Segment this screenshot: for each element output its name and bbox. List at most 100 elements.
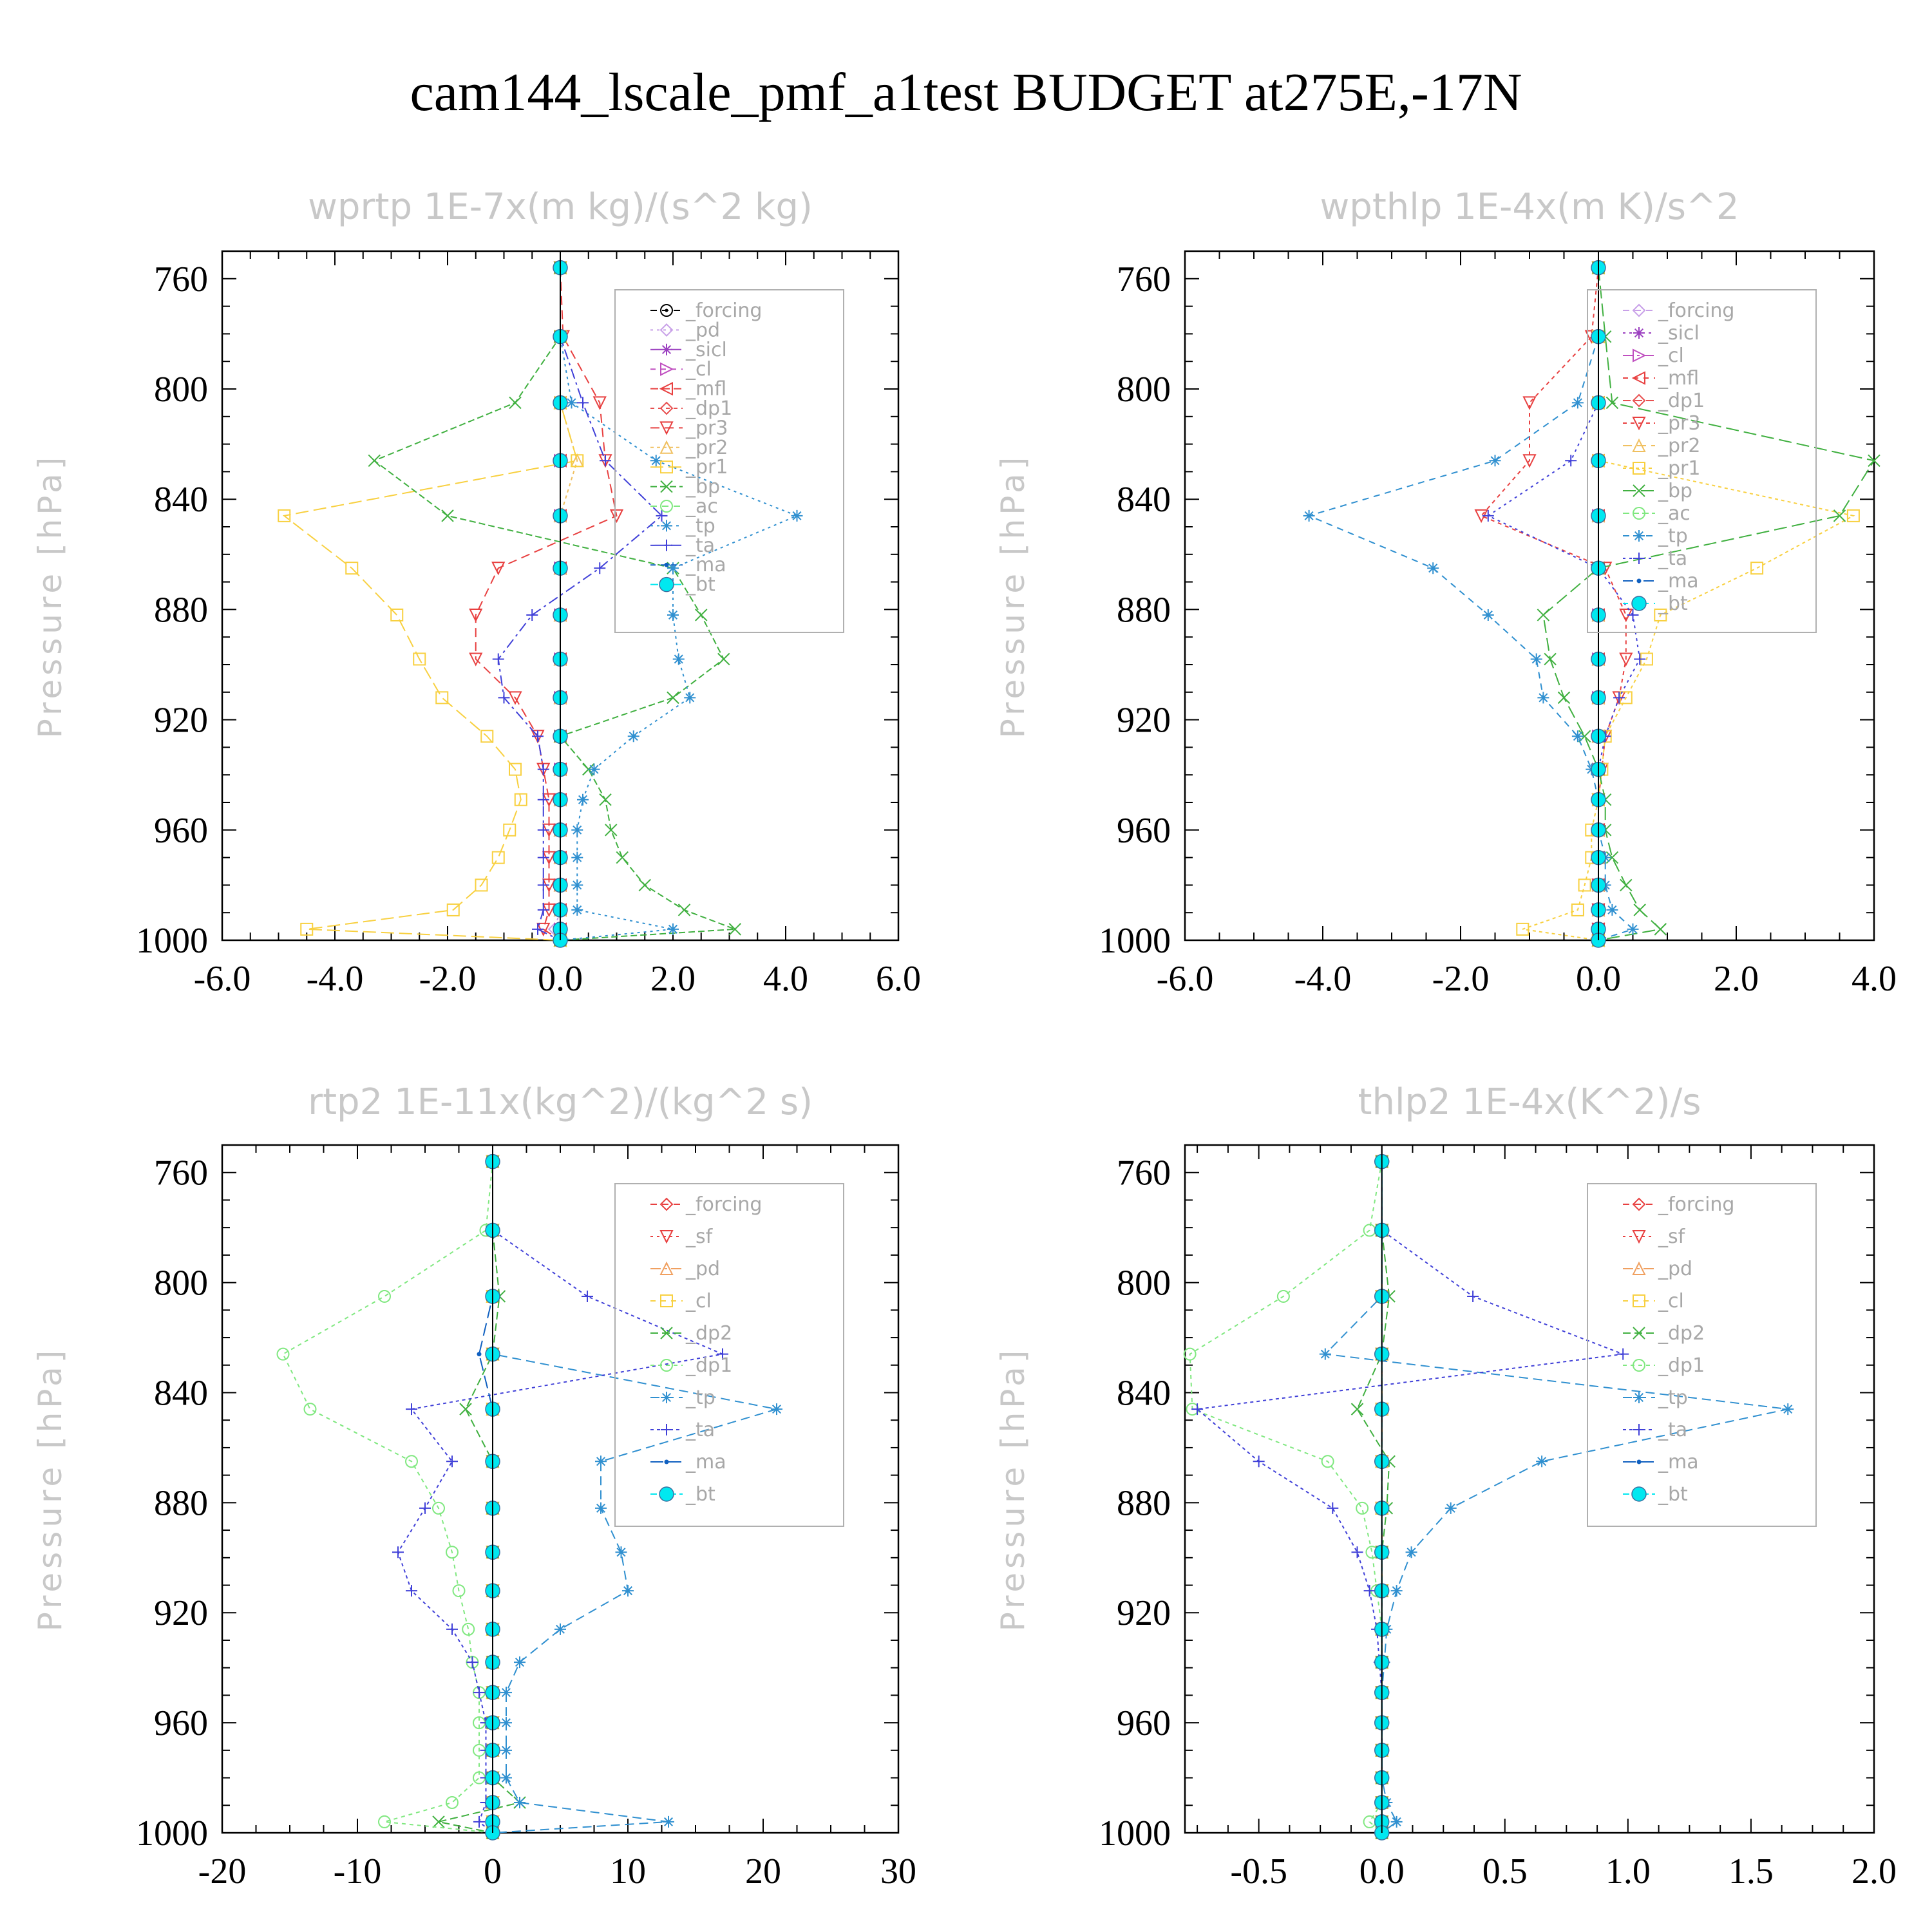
legend-item: _pr1 xyxy=(650,456,728,478)
legend-marker xyxy=(661,343,672,355)
data-point xyxy=(1516,922,1530,936)
legend-marker xyxy=(659,421,674,435)
data-point xyxy=(537,879,549,891)
data-point xyxy=(1833,509,1846,522)
legend-marker xyxy=(1631,371,1645,385)
y-tick-label: 960 xyxy=(1117,1703,1171,1743)
data-point xyxy=(667,923,679,935)
data-point xyxy=(469,652,483,667)
data-point xyxy=(622,1585,634,1597)
data-point xyxy=(500,1687,512,1699)
plot-frame xyxy=(1184,1144,1875,1834)
x-tick-label: 0.5 xyxy=(1482,1852,1528,1891)
data-point xyxy=(1571,903,1584,916)
data-point xyxy=(537,824,549,836)
x-tick-label: 4.0 xyxy=(763,959,808,999)
data-point xyxy=(656,509,668,522)
data-point xyxy=(509,396,522,410)
data-point xyxy=(446,1623,458,1635)
legend-label: _ta xyxy=(685,1419,715,1441)
y-tick-label: 880 xyxy=(154,1483,208,1523)
data-point xyxy=(695,609,708,621)
series-line xyxy=(1480,267,1627,940)
legend-item: _forcing xyxy=(650,1193,762,1216)
legend-marker xyxy=(1633,1327,1645,1340)
legend-marker xyxy=(659,1197,674,1211)
series-line xyxy=(1486,267,1641,940)
data-point xyxy=(378,1815,391,1828)
legend-marker xyxy=(659,576,674,592)
x-tick-label: -2.0 xyxy=(1432,959,1490,999)
legend: _forcing _sf _pd _cl _dp2 _dp1 _tp _ta _ma _bt xyxy=(1587,1183,1817,1527)
data-point xyxy=(571,879,583,891)
legend-marker xyxy=(664,1459,669,1464)
legend-label: _bt xyxy=(1658,592,1688,615)
data-point xyxy=(406,1403,417,1416)
legend-item: _pr1 xyxy=(1623,457,1700,480)
legend-item: _bt xyxy=(1623,592,1688,615)
legend-marker xyxy=(1632,303,1646,317)
panel-wprtp: wprtp 1E-7x(m kg)/(s^2 kg) Pressure [hPa]… xyxy=(32,186,921,999)
legend-marker xyxy=(660,362,674,376)
y-tick-label: 800 xyxy=(1117,1264,1171,1303)
legend-item: _ma xyxy=(650,1451,726,1473)
legend-item: _pr2 xyxy=(650,437,728,459)
legend-item: _pr3 xyxy=(1623,412,1700,435)
x-tick-label: 1.0 xyxy=(1605,1852,1651,1891)
legend-marker xyxy=(1633,348,1647,363)
data-point xyxy=(1606,904,1618,916)
legend-label: _sicl xyxy=(1658,322,1700,345)
data-point xyxy=(1467,1290,1479,1302)
data-point xyxy=(432,1501,445,1515)
data-point xyxy=(303,1403,317,1416)
legend-label: _pr1 xyxy=(1658,457,1700,480)
legend-item: _bt xyxy=(650,574,715,596)
legend-item: _mfl xyxy=(1623,367,1699,390)
legend-marker xyxy=(661,520,672,532)
data-point xyxy=(378,1289,391,1303)
legend-item: _forcing xyxy=(650,299,762,322)
data-point xyxy=(390,608,404,621)
data-point xyxy=(565,397,578,409)
data-point xyxy=(500,1772,512,1784)
data-point xyxy=(509,762,522,776)
y-tick-label: 840 xyxy=(154,480,208,520)
data-point xyxy=(1627,609,1639,621)
data-point xyxy=(537,793,549,806)
data-point xyxy=(771,1403,782,1416)
series-dp2 xyxy=(1350,1155,1396,1839)
legend-marker xyxy=(1636,1459,1642,1464)
data-point xyxy=(1350,1403,1364,1416)
data-point xyxy=(1482,509,1494,522)
legend-item: _forcing xyxy=(1623,299,1734,322)
y-tick-label: 960 xyxy=(1117,811,1171,851)
legend-label: _tp xyxy=(1658,1387,1688,1409)
data-point xyxy=(571,904,583,916)
y-tick-label: 800 xyxy=(154,1264,208,1303)
x-tick-label: -6.0 xyxy=(194,959,251,999)
legend-label: _ta xyxy=(685,535,715,557)
legend-item: _pd xyxy=(650,1258,720,1280)
data-point xyxy=(532,923,544,935)
legend-marker xyxy=(661,1424,672,1435)
data-point xyxy=(452,1584,466,1598)
legend-marker xyxy=(1632,393,1646,408)
x-tick-label: 0 xyxy=(484,1852,502,1891)
legend-label: _mfl xyxy=(685,378,726,401)
x-tick-label: 1.5 xyxy=(1728,1852,1774,1891)
series-dp1 xyxy=(1183,1155,1388,1839)
legend-item: _cl xyxy=(1623,1290,1684,1312)
data-point xyxy=(503,823,516,837)
y-tick-label: 760 xyxy=(1117,1153,1171,1193)
series-pd xyxy=(547,261,567,947)
legend-label: _dp1 xyxy=(1658,390,1705,412)
series-line xyxy=(1189,1161,1383,1833)
panel-title: wprtp 1E-7x(m kg)/(s^2 kg) xyxy=(308,186,813,228)
legend-label: _tp xyxy=(1658,525,1688,547)
data-point xyxy=(1654,608,1667,621)
series-ta xyxy=(392,1155,728,1839)
x-tick-label: 0.0 xyxy=(1359,1852,1405,1891)
legend-item: _ma xyxy=(1623,1451,1699,1473)
legend-item: _bt xyxy=(1623,1483,1688,1506)
data-point xyxy=(466,1656,478,1669)
